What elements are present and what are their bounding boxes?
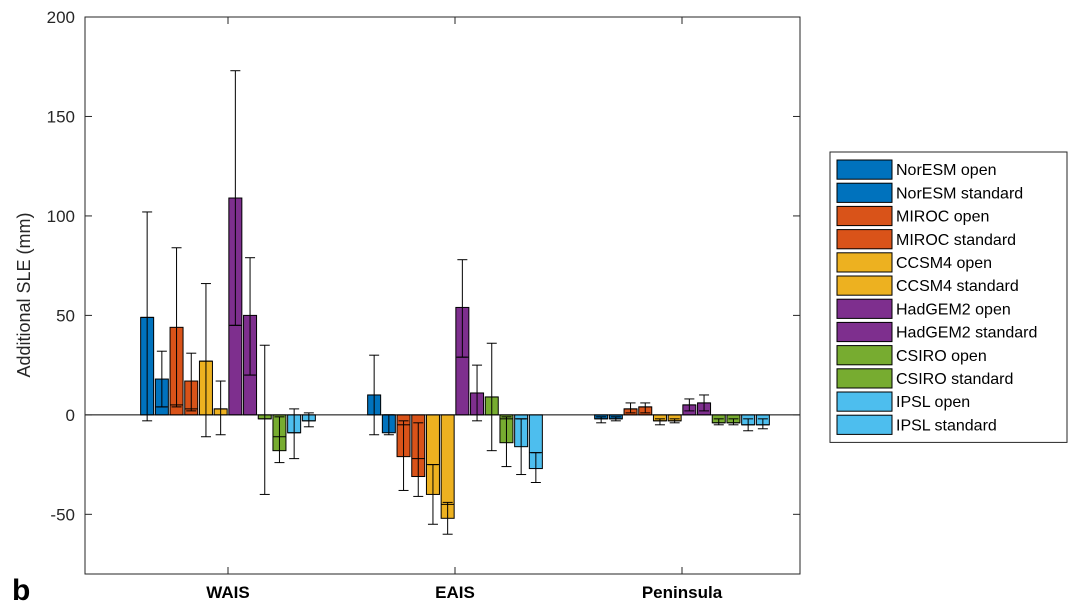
legend-label: CCSM4 open xyxy=(896,255,992,272)
legend-label: MIROC open xyxy=(896,209,989,226)
legend-label: IPSL standard xyxy=(896,417,997,434)
x-axis-ticks: WAIS EAIS Peninsula xyxy=(206,17,723,602)
legend-swatch xyxy=(836,275,893,296)
y-tick-label: 150 xyxy=(47,107,75,126)
legend-label: CSIRO open xyxy=(896,348,987,365)
legend-label: HadGEM2 standard xyxy=(896,325,1037,342)
legend-label: CSIRO standard xyxy=(896,371,1013,388)
legend-swatch xyxy=(836,182,893,203)
legend-label: NorESM standard xyxy=(896,185,1023,202)
legend: NorESM open NorESM standard MIROC open MIRO… xyxy=(829,151,1068,443)
legend-swatch xyxy=(836,321,893,343)
y-tick-label: 0 xyxy=(66,406,75,425)
legend-swatch xyxy=(836,414,893,435)
legend-label: IPSL open xyxy=(896,394,970,411)
y-axis-ticks: -50 0 50 100 150 200 xyxy=(47,8,800,524)
legend-swatch xyxy=(836,298,893,319)
legend-swatch xyxy=(836,391,893,412)
x-tick-label: EAIS xyxy=(435,583,475,602)
legend-label: HadGEM2 open xyxy=(896,301,1011,318)
y-axis-label: Additional SLE (mm) xyxy=(14,212,34,377)
legend-swatch xyxy=(836,205,893,227)
legend-swatch xyxy=(836,252,893,273)
y-tick-label: 200 xyxy=(47,8,75,27)
legend-label: NorESM open xyxy=(896,162,997,179)
x-tick-label: WAIS xyxy=(206,583,249,602)
legend-label: MIROC standard xyxy=(896,232,1016,249)
legend-swatch xyxy=(836,368,893,389)
panel-label: b xyxy=(12,574,30,606)
axes-frame xyxy=(84,16,801,575)
legend-swatch xyxy=(836,229,893,250)
y-tick-label: -50 xyxy=(50,505,75,524)
legend-label: CCSM4 standard xyxy=(896,278,1019,295)
x-tick-label: Peninsula xyxy=(642,583,723,602)
legend-swatch xyxy=(836,159,893,180)
legend-swatch xyxy=(836,345,893,366)
plot-area xyxy=(85,70,800,535)
y-tick-label: 50 xyxy=(56,306,75,325)
y-tick-label: 100 xyxy=(47,207,75,226)
